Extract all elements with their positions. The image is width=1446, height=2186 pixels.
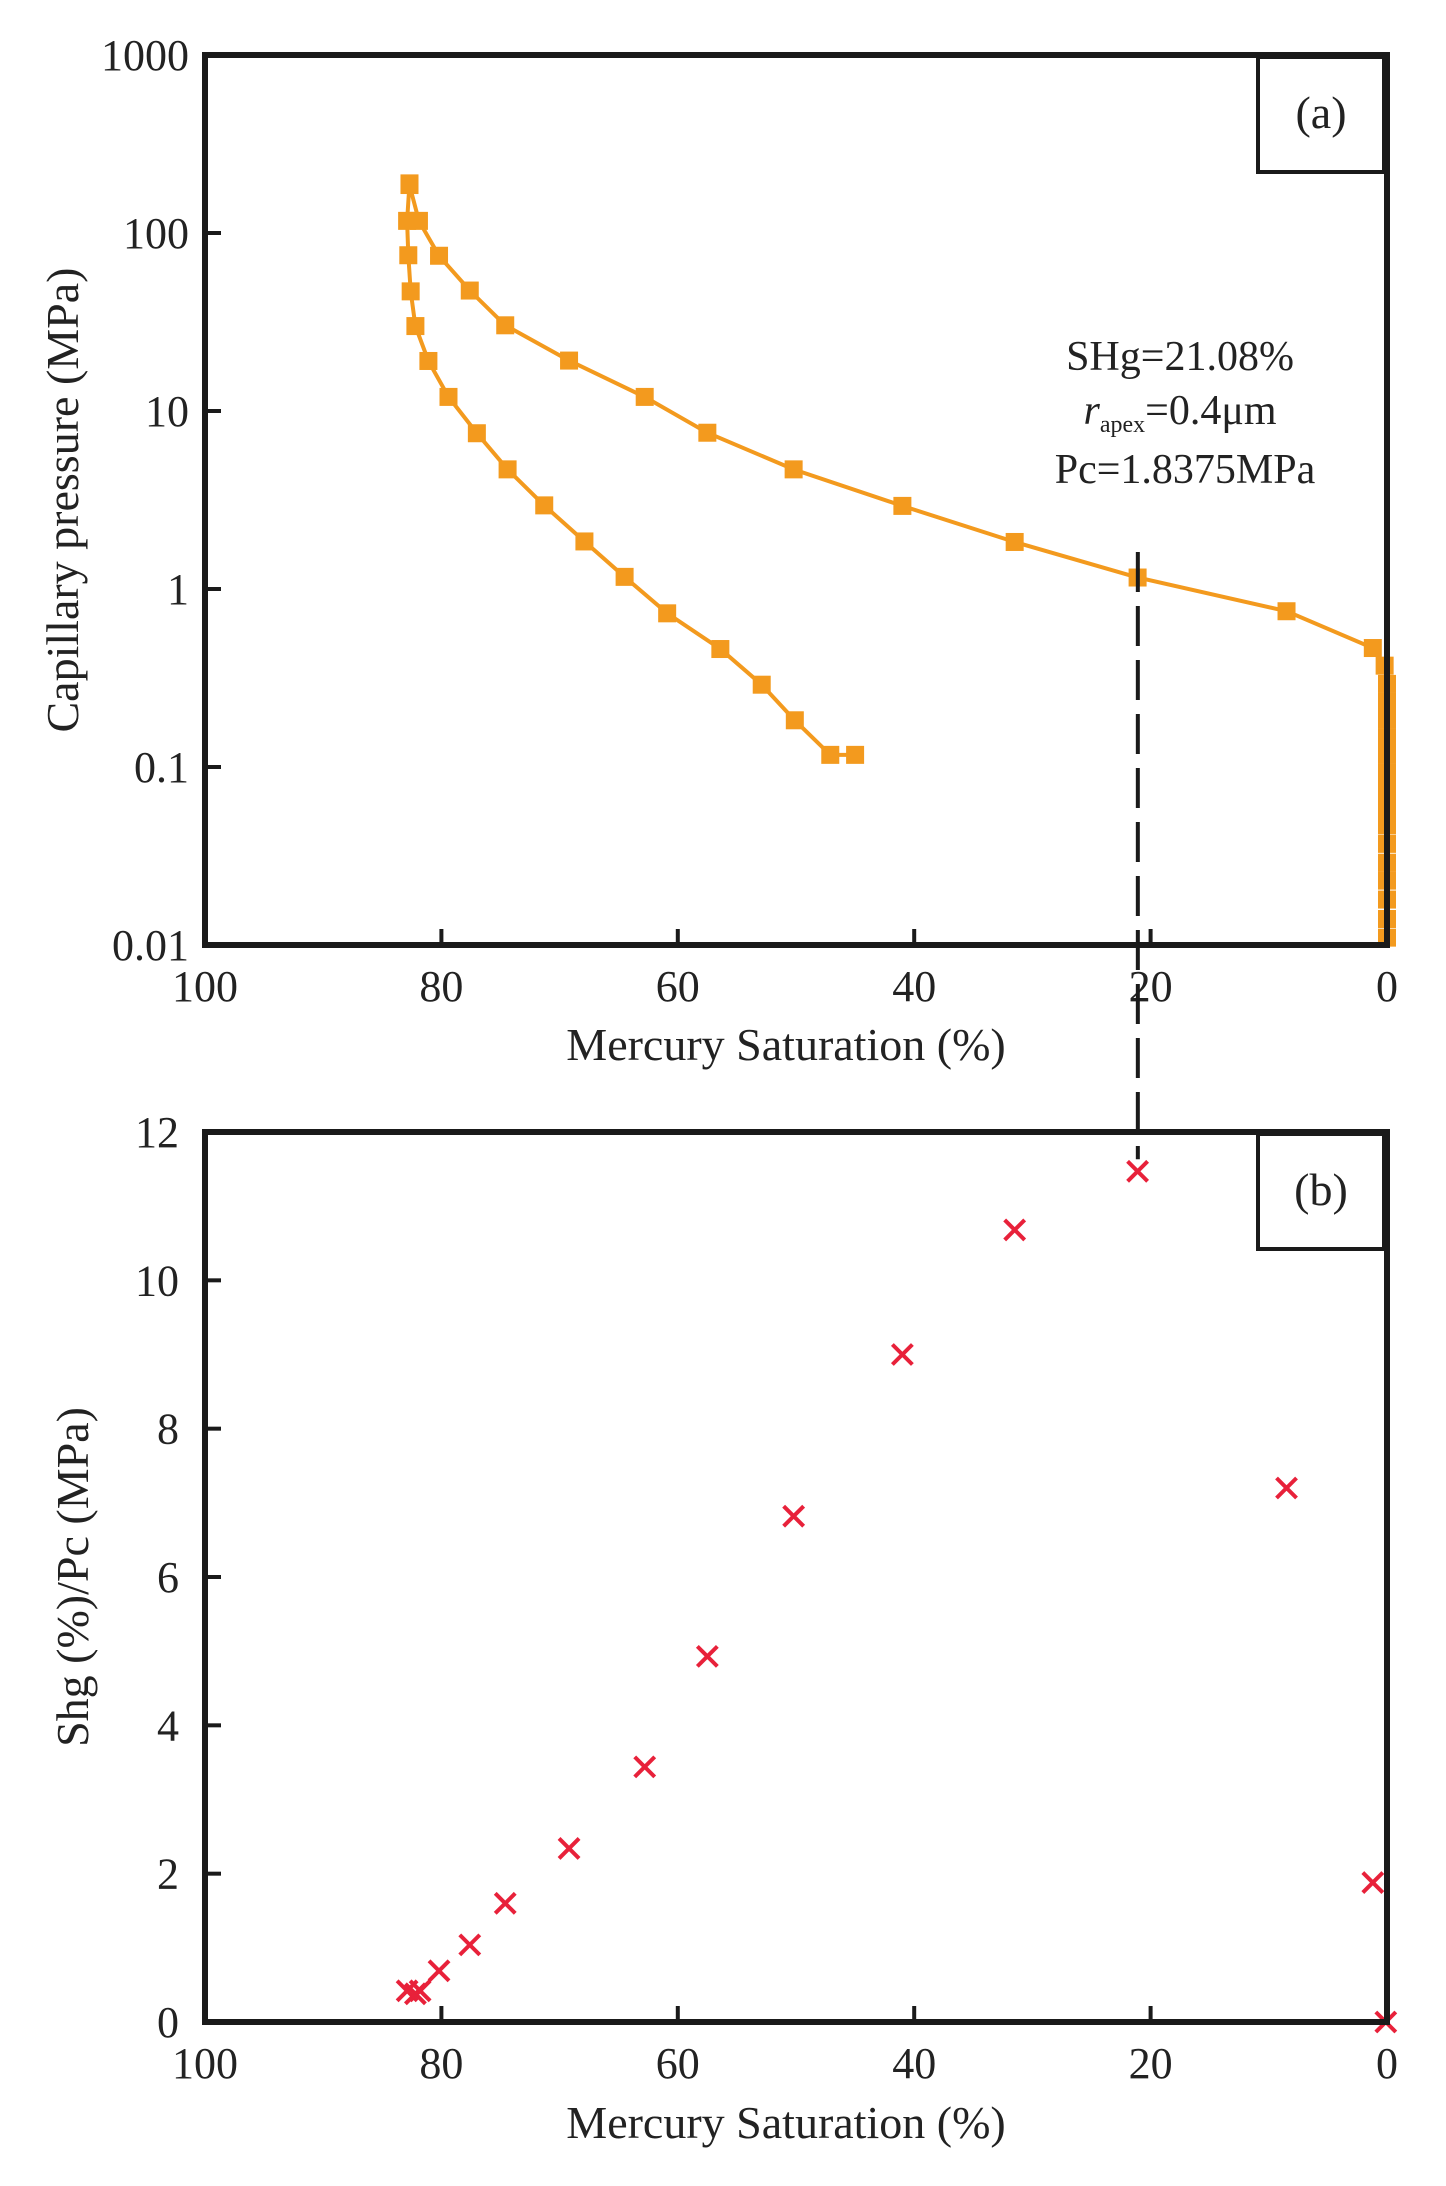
data-point-intrusion [698, 423, 717, 442]
data-point-extrusion [846, 745, 865, 764]
data-point-shg-pc [1003, 1218, 1027, 1242]
panel-b-y-tick-label: 6 [157, 1553, 179, 1602]
data-point-intrusion [893, 496, 912, 515]
data-point-shg-pc [458, 1933, 482, 1957]
data-point-intrusion [635, 387, 654, 406]
annotation-r-apex: rapex=0.4μm [1083, 388, 1276, 438]
data-point-extrusion [752, 675, 771, 694]
panel-b-tag-frame [1256, 1132, 1386, 1251]
data-point-shg-pc [557, 1837, 581, 1860]
data-point-intrusion [1363, 639, 1382, 658]
panel-b-y-tick-label: 10 [135, 1256, 179, 1305]
panel-a-y-tick-label: 0.1 [134, 743, 189, 792]
panel-a-x-tick-label: 100 [172, 962, 238, 1011]
data-point-extrusion [575, 532, 594, 551]
panel-b-y-tick-label: 8 [157, 1405, 179, 1454]
data-point-shg-pc [1361, 1871, 1385, 1894]
data-point-extrusion [399, 246, 418, 265]
panel-b-tag-box: (b) [1256, 1132, 1386, 1251]
panel-a-x-tick-labels: 100 80 60 40 20 0 [172, 962, 1398, 1011]
panel-a-x-axis-title: Mercury Saturation (%) [566, 1019, 1005, 1070]
panel-b-axis-ticks [203, 1130, 1389, 2024]
panel-b-series [395, 1159, 1398, 2034]
panel-b-x-tick-label: 100 [172, 2039, 238, 2088]
panel-a-x-tick-label: 60 [656, 962, 700, 1011]
panel-a-tag-box: (a) [1256, 55, 1386, 174]
panel-b-y-tick-label: 0 [157, 1998, 179, 2047]
data-point-intrusion [1277, 602, 1296, 621]
panel-a-y-tick-label: 0.01 [112, 921, 189, 970]
panel-b-x-tick-label: 0 [1376, 2039, 1398, 2088]
data-point-intrusion [560, 351, 579, 370]
data-point-shg-pc [493, 1891, 517, 1915]
data-point-extrusion [658, 604, 677, 623]
data-point-extrusion [439, 387, 458, 406]
data-point-extrusion [535, 496, 554, 515]
annotation-r-symbol: r [1083, 388, 1100, 434]
data-point-extrusion [711, 640, 730, 659]
panel-a-capillary-pressure-chart: 100 80 60 40 20 0 0.01 0.1 1 10 100 1000 (a) Mercu… [37, 31, 1398, 1070]
panel-a-series [398, 174, 1396, 947]
panel-b-x-tick-label: 60 [656, 2039, 700, 2088]
panel-a-y-tick-label: 10 [145, 387, 189, 436]
panel-a-x-tick-label: 0 [1376, 962, 1398, 1011]
panel-b-x-axis-title: Mercury Saturation (%) [566, 2097, 1005, 2148]
data-point-extrusion [785, 711, 804, 730]
data-point-shg-pc [408, 1979, 432, 2003]
panel-b-x-tick-label: 80 [419, 2039, 463, 2088]
panel-a-tag-frame [1256, 55, 1386, 174]
panel-a-axis-ticks [203, 53, 1389, 947]
data-point-extrusion [467, 424, 486, 443]
panel-b-x-tick-labels: 100 80 60 40 20 0 [172, 2039, 1398, 2088]
data-point-intrusion [430, 246, 449, 265]
panel-b-plot-frame [202, 1129, 1390, 2025]
data-point-shg-pc [782, 1504, 806, 1528]
data-point-intrusion [784, 460, 803, 479]
data-point-intrusion [1005, 532, 1024, 551]
data-point-shg-pc [1275, 1476, 1298, 1500]
data-point-shg-pc [427, 1959, 451, 1983]
panel-b-y-axis-title: Shg (%)/Pc (MPa) [47, 1407, 98, 1747]
data-point-extrusion [615, 567, 634, 586]
data-point-shg-pc [695, 1644, 719, 1668]
annotation-shg: SHg=21.08% [1066, 334, 1294, 380]
data-point-intrusion [460, 281, 479, 300]
panel-a-tag: (a) [1295, 87, 1346, 138]
panel-a-y-tick-label: 1 [167, 565, 189, 614]
data-point-extrusion [401, 282, 420, 301]
data-point-shg-pc [890, 1343, 914, 1366]
data-point-intrusion [496, 316, 515, 335]
data-point-extrusion [400, 174, 419, 193]
panel-a-annotation: SHg=21.08% rapex=0.4μm Pc=1.8375MPa [1055, 334, 1316, 493]
data-point-extrusion [821, 745, 840, 764]
panel-b-x-tick-label: 40 [892, 2039, 936, 2088]
panel-a-y-axis-title: Capillary pressure (MPa) [37, 268, 88, 733]
panel-a-y-tick-labels: 0.01 0.1 1 10 100 1000 [101, 31, 189, 970]
panel-a-x-tick-label: 20 [1129, 962, 1173, 1011]
panel-a-plot-frame [202, 52, 1390, 948]
panel-b-tag: (b) [1294, 1164, 1348, 1215]
panel-b-shg-pc-chart: 100 80 60 40 20 0 0 2 4 6 8 10 12 (b) Mercury Satur… [47, 1108, 1398, 2148]
data-point-extrusion [419, 351, 438, 370]
data-point-shg-pc [633, 1755, 657, 1779]
panel-b-y-tick-labels: 0 2 4 6 8 10 12 [135, 1108, 179, 2047]
panel-a-y-tick-label: 1000 [101, 31, 189, 80]
annotation-r-subscript: apex [1100, 412, 1145, 438]
annotation-r-value: =0.4μm [1145, 388, 1277, 434]
panel-b-x-tick-label: 20 [1129, 2039, 1173, 2088]
data-point-extrusion [406, 317, 425, 336]
panel-a-x-tick-label: 80 [419, 962, 463, 1011]
panel-b-y-tick-label: 12 [135, 1108, 179, 1157]
panel-b-y-tick-label: 4 [157, 1701, 179, 1750]
panel-a-y-tick-label: 100 [123, 209, 189, 258]
series-line-intrusion [407, 184, 1389, 938]
data-point-extrusion [398, 211, 417, 230]
panel-b-y-tick-label: 2 [157, 1850, 179, 1899]
annotation-pc: Pc=1.8375MPa [1055, 447, 1316, 493]
data-point-shg-pc [1126, 1159, 1150, 1183]
data-point-extrusion [498, 460, 517, 479]
panel-a-x-tick-label: 40 [892, 962, 936, 1011]
